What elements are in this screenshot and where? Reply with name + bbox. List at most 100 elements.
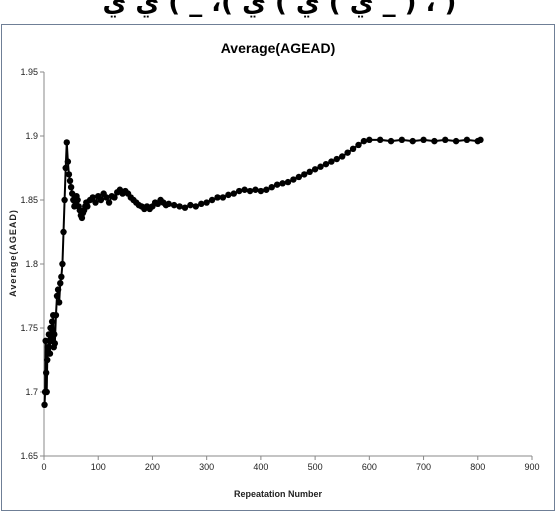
x-tick-label: 300: [199, 462, 214, 472]
y-tick-label: 1.8: [25, 259, 38, 269]
data-point: [64, 158, 72, 165]
data-point: [105, 199, 113, 206]
data-point: [219, 194, 227, 201]
chart-title: Average(AGEAD): [221, 40, 336, 56]
data-point: [290, 176, 297, 183]
data-point: [46, 350, 54, 357]
y-tick-label: 1.7: [25, 387, 38, 397]
data-point: [431, 137, 438, 145]
data-point: [181, 204, 189, 211]
x-tick-label: 900: [524, 462, 539, 472]
x-tick-label: 500: [308, 462, 323, 472]
data-point: [263, 186, 270, 193]
data-point: [376, 136, 384, 144]
series-line: [43, 138, 481, 405]
data-point: [355, 141, 362, 149]
y-tick-label: 1.95: [20, 67, 38, 77]
data-point: [60, 228, 67, 236]
data-point: [203, 199, 210, 206]
data-point: [225, 191, 232, 199]
data-point: [360, 137, 368, 145]
cropped-header-text: ي ) ي ) ي )، _ ) ي ي _ ) ، ): [102, 0, 457, 18]
y-tick-label: 1.65: [20, 451, 38, 461]
data-point: [317, 163, 324, 170]
data-point: [409, 137, 416, 145]
y-tick-label: 1.75: [20, 323, 38, 333]
data-point: [51, 331, 58, 338]
x-tick-label: 800: [470, 462, 485, 472]
data-point: [62, 164, 69, 172]
line-chart: Average(AGEAD) 0 100 200 300 400 500 600 700 800…: [8, 40, 540, 499]
data-point: [192, 203, 200, 210]
data-point: [420, 136, 427, 144]
data-point: [322, 160, 330, 168]
data-point: [48, 318, 56, 325]
data-point: [44, 344, 51, 351]
data-point: [42, 369, 50, 376]
data-point: [41, 401, 48, 408]
data-point: [284, 178, 292, 186]
data-point: [311, 166, 319, 173]
data-point: [187, 201, 194, 209]
data-point: [65, 171, 73, 178]
data-point: [241, 186, 248, 193]
data-point: [74, 196, 81, 204]
data-point: [57, 280, 64, 287]
data-point: [84, 203, 91, 210]
data-point: [442, 136, 449, 144]
data-point: [103, 194, 110, 201]
data-point: [366, 136, 373, 144]
data-point: [339, 153, 346, 160]
data-point: [230, 190, 237, 197]
y-tick-label: 1.85: [20, 195, 38, 205]
data-point: [328, 158, 335, 165]
data-point: [53, 292, 61, 300]
data-point: [165, 200, 172, 208]
data-point: [333, 155, 340, 163]
data-point: [97, 196, 105, 204]
data-point: [61, 196, 68, 204]
data-point: [47, 324, 54, 332]
data-point: [89, 194, 97, 201]
data-point: [170, 201, 178, 209]
data-point: [295, 173, 303, 181]
data-point: [208, 196, 216, 204]
data-point: [67, 184, 75, 191]
data-point: [257, 187, 265, 195]
y-axis-title: Average(AGEAD): [8, 209, 18, 297]
data-point: [63, 139, 70, 146]
data-point: [54, 286, 62, 293]
data-point: [344, 149, 351, 156]
data-point: [176, 203, 183, 210]
x-tick-label: 600: [362, 462, 377, 472]
x-tick-label: 0: [41, 462, 46, 472]
data-point: [44, 356, 51, 364]
data-point: [43, 388, 50, 396]
data-point: [306, 168, 313, 176]
x-tick-label: 200: [145, 462, 160, 472]
chart-axes: [40, 71, 533, 460]
data-point: [301, 171, 308, 178]
x-tick-label: 100: [91, 462, 106, 472]
data-point: [477, 136, 484, 144]
data-point: [111, 194, 118, 201]
data-point: [452, 137, 460, 145]
x-axis-title: Repeatation Number: [234, 489, 323, 499]
data-point: [66, 177, 74, 184]
series-average-agead: [41, 136, 484, 408]
data-point: [398, 136, 406, 144]
data-point: [52, 312, 60, 319]
data-point: [349, 145, 357, 152]
data-point: [268, 184, 275, 191]
x-tick-label: 400: [253, 462, 268, 472]
data-point: [78, 214, 86, 222]
data-point: [273, 181, 281, 188]
data-point: [55, 299, 63, 306]
data-point: [51, 340, 59, 347]
data-point: [236, 187, 243, 195]
data-point: [463, 136, 471, 144]
y-tick-label: 1.9: [25, 131, 38, 141]
data-point: [58, 273, 65, 280]
cropped-header-text-strip: ي ) ي ) ي )، _ ) ي ي _ ) ، ): [0, 0, 559, 22]
data-point: [387, 137, 395, 145]
